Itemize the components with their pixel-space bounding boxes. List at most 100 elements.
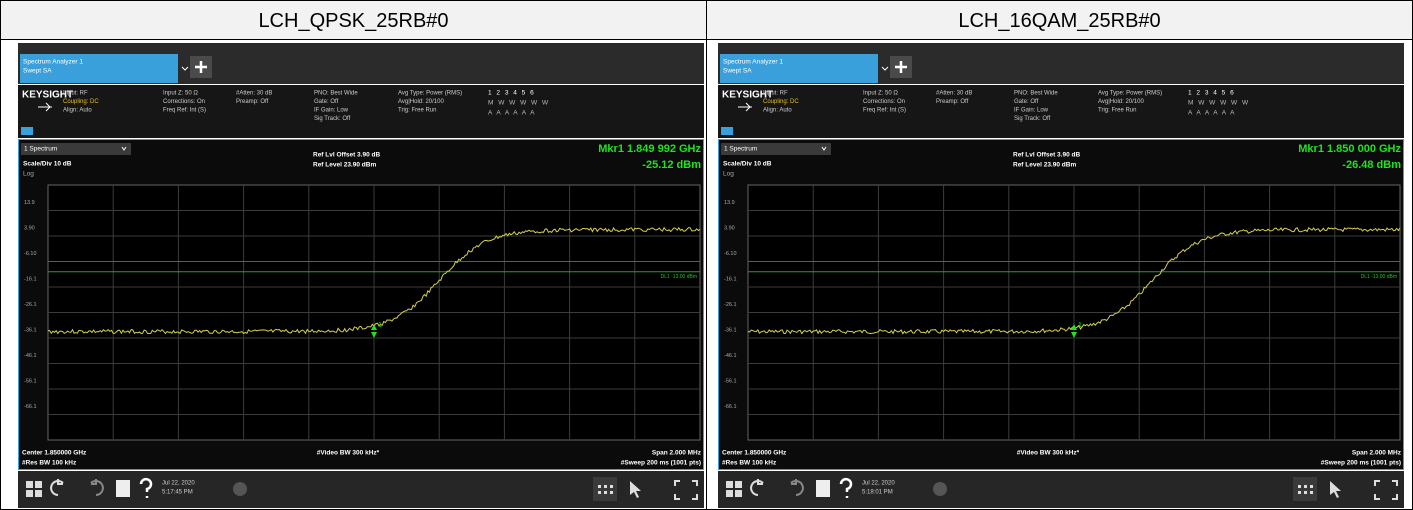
center-frequency: Center 1.850000 GHz bbox=[22, 450, 87, 457]
y-axis-label: -36.1 bbox=[724, 327, 737, 333]
y-axis-label: 13.9 bbox=[724, 200, 735, 206]
start-icon[interactable] bbox=[26, 481, 42, 497]
marker-frequency: Mkr1 1.849 992 GHz bbox=[598, 143, 701, 155]
date: Jul 22, 2020 bbox=[162, 481, 195, 487]
y-axis-label: -66.1 bbox=[24, 404, 37, 410]
status-text: Sig Track: Off bbox=[314, 116, 351, 122]
y-axis-label: -56.1 bbox=[724, 378, 737, 384]
window-label: 1 Spectrum bbox=[724, 146, 757, 153]
window-selector[interactable] bbox=[21, 143, 131, 155]
ref-level: Ref Level 23.90 dBm bbox=[313, 162, 376, 169]
status-text: Avg|Hold: 20/100 bbox=[398, 99, 444, 105]
status-text: Avg Type: Power (RMS) bbox=[398, 91, 462, 97]
undo-icon[interactable] bbox=[750, 479, 764, 496]
trace-indicator: A A A A A A bbox=[1188, 110, 1236, 117]
status-bar bbox=[718, 85, 1404, 138]
lxi-badge bbox=[721, 127, 733, 135]
trace-indicator: M W W W W W bbox=[1188, 100, 1250, 107]
status-text: Align: Auto bbox=[63, 108, 92, 114]
fullscreen-icon[interactable] bbox=[1374, 480, 1398, 500]
trace-indicator: 1 2 3 4 5 6 bbox=[488, 90, 535, 97]
y-axis-label: 3.90 bbox=[724, 225, 735, 231]
status-text: #Atten: 30 dB bbox=[936, 91, 972, 97]
keypad-button[interactable] bbox=[1293, 477, 1317, 501]
redo-icon[interactable] bbox=[790, 479, 804, 496]
status-text: Trig: Free Run bbox=[1098, 108, 1136, 114]
start-icon[interactable] bbox=[726, 481, 742, 497]
status-text: Avg Type: Power (RMS) bbox=[1098, 91, 1162, 97]
tab[interactable] bbox=[720, 54, 878, 83]
status-text: #Atten: 30 dB bbox=[236, 91, 272, 97]
table-cell: Spectrum Analyzer 1 Swept SA KEYSIGHT Input… bbox=[706, 39, 1413, 510]
window-selector[interactable] bbox=[721, 143, 831, 155]
scale-label: Scale/Div 10 dB bbox=[23, 161, 72, 168]
status-text: Input Z: 50 Ω bbox=[863, 91, 898, 97]
y-axis-label: -6.10 bbox=[724, 251, 737, 257]
log-label: Log bbox=[723, 171, 734, 178]
file-icon[interactable] bbox=[116, 480, 130, 497]
y-axis-label: -6.10 bbox=[24, 251, 37, 257]
help-icon[interactable] bbox=[839, 477, 853, 498]
status-text: Avg|Hold: 20/100 bbox=[1098, 99, 1144, 105]
y-axis-label: -26.1 bbox=[24, 302, 37, 308]
y-axis-label: -66.1 bbox=[724, 404, 737, 410]
marker-frequency: Mkr1 1.850 000 GHz bbox=[1298, 143, 1401, 155]
y-axis-label: 13.9 bbox=[24, 200, 35, 206]
status-text: Sig Track: Off bbox=[1014, 116, 1051, 122]
table-cell: Spectrum Analyzer 1 Swept SA KEYSIGHT Input… bbox=[0, 39, 707, 510]
status-text: Align: Auto bbox=[763, 108, 792, 114]
status-text: Coupling: DC bbox=[763, 99, 799, 105]
status-text: PNO: Best Wide bbox=[314, 91, 358, 97]
undo-icon[interactable] bbox=[50, 479, 64, 496]
span: Span 2.000 MHz bbox=[652, 450, 702, 457]
file-icon[interactable] bbox=[816, 480, 830, 497]
status-text: Input Z: 50 Ω bbox=[163, 91, 198, 97]
y-axis-label: -36.1 bbox=[24, 327, 37, 333]
tab-title: Spectrum Analyzer 1 bbox=[723, 59, 783, 66]
tab[interactable] bbox=[20, 54, 178, 83]
add-icon bbox=[195, 61, 207, 73]
touch-icon[interactable] bbox=[1330, 481, 1341, 498]
fullscreen-icon[interactable] bbox=[674, 480, 698, 500]
scale-label: Scale/Div 10 dB bbox=[723, 161, 772, 168]
notification-icon[interactable] bbox=[233, 482, 247, 496]
ref-offset: Ref Lvl Offset 3.90 dB bbox=[1013, 152, 1080, 159]
input-icon bbox=[38, 102, 52, 112]
status-text: Corrections: On bbox=[163, 99, 205, 105]
status-text: Input: RF bbox=[63, 91, 88, 97]
window-label: 1 Spectrum bbox=[24, 146, 57, 153]
marker-amplitude: -25.12 dBm bbox=[642, 159, 701, 171]
y-axis-label: -26.1 bbox=[724, 302, 737, 308]
brand: KEYSIGHT bbox=[22, 90, 73, 101]
status-text: Coupling: DC bbox=[63, 99, 99, 105]
status-text: Input: RF bbox=[763, 91, 788, 97]
redo-icon[interactable] bbox=[90, 479, 104, 496]
touch-icon[interactable] bbox=[630, 481, 641, 498]
resolution-bw: #Res BW 100 kHz bbox=[722, 460, 777, 467]
time: 5:17:45 PM bbox=[162, 490, 193, 496]
tab-title: Spectrum Analyzer 1 bbox=[23, 59, 83, 66]
limit-label: DL1 -13.00 dBm bbox=[1361, 274, 1397, 280]
marker bbox=[371, 324, 377, 338]
video-bw: #Video BW 300 kHz* bbox=[1017, 450, 1080, 457]
column-header: LCH_16QAM_25RB#0 bbox=[706, 0, 1413, 40]
tab-subtitle: Swept SA bbox=[23, 68, 52, 75]
notification-icon[interactable] bbox=[933, 482, 947, 496]
limit-label: DL1 -13.00 dBm bbox=[661, 274, 697, 280]
trace-indicator: M W W W W W bbox=[488, 100, 550, 107]
column-header: LCH_QPSK_25RB#0 bbox=[0, 0, 707, 40]
keypad-button[interactable] bbox=[593, 477, 617, 501]
marker-amplitude: -26.48 dBm bbox=[1342, 159, 1401, 171]
y-axis-label: -16.1 bbox=[24, 276, 37, 282]
status-text: IF Gain: Low bbox=[1014, 108, 1049, 114]
trace-indicator: A A A A A A bbox=[488, 110, 536, 117]
help-icon[interactable] bbox=[139, 477, 153, 498]
time: 5:18:01 PM bbox=[862, 490, 893, 496]
center-frequency: Center 1.850000 GHz bbox=[722, 450, 787, 457]
trace-indicator: 1 2 3 4 5 6 bbox=[1188, 90, 1235, 97]
tab-dropdown bbox=[181, 66, 189, 71]
y-axis-label: -46.1 bbox=[24, 353, 37, 359]
sweep: #Sweep 200 ms (1001 pts) bbox=[1321, 460, 1401, 467]
